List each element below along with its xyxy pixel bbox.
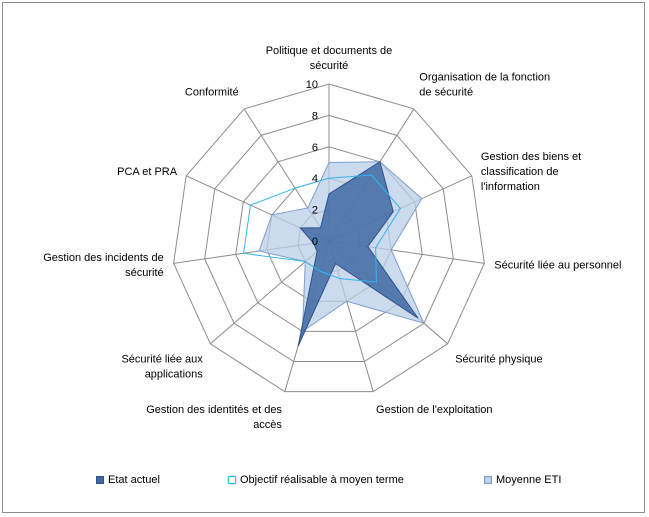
series-etat-actuel <box>297 160 419 347</box>
legend-swatch-etat-actuel <box>96 476 104 484</box>
category-label: Gestion des biens et classification de l'i… <box>481 151 581 193</box>
tick-label: 0 <box>312 236 318 248</box>
category-label: Sécurité liée au personnel <box>494 259 621 271</box>
tick-label: 10 <box>306 79 318 91</box>
category-label: Sécurité physique <box>455 353 542 365</box>
category-label: Gestion des identités et des accès <box>146 404 282 431</box>
tick-label: 8 <box>312 110 318 122</box>
category-label: Politique et documents de sécurité <box>266 45 393 72</box>
legend-label: Etat actuel <box>108 474 160 486</box>
grid-ring <box>204 114 454 363</box>
legend-swatch-objectif <box>228 476 236 484</box>
category-label: PCA et PRA <box>117 166 178 178</box>
radar-category-labels: Politique et documents de sécurité Organis… <box>43 45 621 431</box>
legend-item-moyenne-eti: Moyenne ETI <box>484 474 561 486</box>
legend-label: Objectif réalisable à moyen terme <box>240 474 404 486</box>
category-label: Sécurité liée aux applications <box>121 353 203 380</box>
category-label: Gestion des incidents de sécurité <box>43 252 163 279</box>
category-label: Gestion de l'exploitation <box>376 404 492 416</box>
radar-series <box>242 160 425 347</box>
radar-tick-labels: 0 2 4 6 8 10 <box>306 79 318 248</box>
tick-label: 4 <box>312 173 318 185</box>
series-objectif-realisable-a-moyen-terme <box>242 174 402 283</box>
legend-swatch-moyenne-eti <box>484 476 492 484</box>
tick-label: 6 <box>312 142 318 154</box>
legend: Etat actuel Objectif réalisable à moyen … <box>0 474 649 494</box>
category-label: Organisation de la fonction de sécurité <box>419 72 550 99</box>
tick-label: 2 <box>312 205 318 217</box>
category-label: Conformité <box>185 87 239 99</box>
legend-item-etat-actuel: Etat actuel <box>96 474 160 486</box>
legend-label: Moyenne ETI <box>496 474 562 486</box>
grid-ring <box>173 83 485 393</box>
legend-item-objectif: Objectif réalisable à moyen terme <box>228 474 404 486</box>
